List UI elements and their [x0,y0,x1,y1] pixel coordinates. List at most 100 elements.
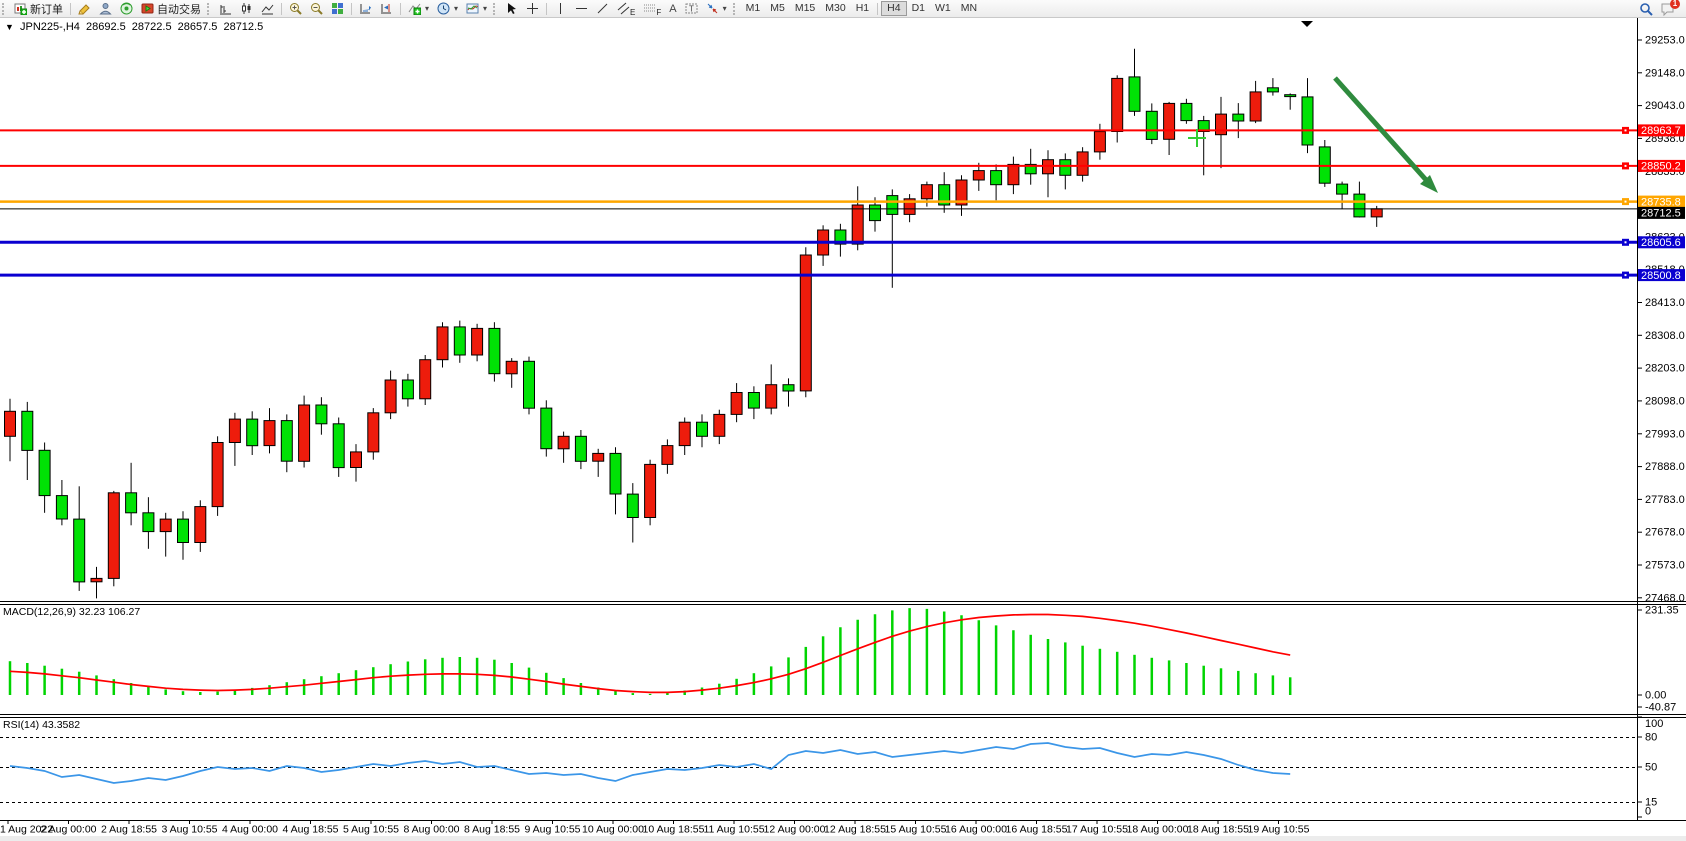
timeframe-h1[interactable]: H1 [855,2,870,14]
candle[interactable] [488,327,501,375]
candle[interactable] [1128,76,1141,112]
candle[interactable] [90,577,103,583]
candle[interactable] [1111,77,1124,132]
candle[interactable] [592,452,605,462]
text-label-button[interactable]: T [681,1,702,17]
candle[interactable] [696,421,708,437]
chart-shift-button[interactable] [376,1,397,17]
collapse-arrow-icon[interactable]: ▼ [5,22,14,32]
candle[interactable] [1093,131,1106,153]
candle[interactable] [851,204,864,245]
candle[interactable] [1249,91,1262,122]
candle[interactable] [384,379,397,414]
candle[interactable] [972,170,985,181]
search-button[interactable] [1635,1,1656,17]
zoom-out-button[interactable] [306,1,327,17]
zoom-in-button[interactable] [285,1,306,17]
candle[interactable] [1024,163,1037,175]
candle[interactable] [73,518,86,583]
candle[interactable] [955,179,968,206]
candle[interactable] [401,379,414,400]
text-button[interactable]: A [665,1,680,17]
timeframe-w1[interactable]: W1 [935,2,951,14]
candle[interactable] [332,423,345,469]
indicators-button[interactable]: ▾ [404,1,433,17]
candle[interactable] [159,518,172,533]
candle[interactable] [298,404,311,462]
candle[interactable] [903,198,916,215]
candle[interactable] [228,418,241,444]
toolbar-grip[interactable] [2,2,8,15]
candle[interactable] [1076,151,1089,176]
candle[interactable] [730,392,743,415]
toolbar-grip[interactable] [732,2,739,15]
vertical-line-button[interactable] [550,1,571,17]
candle[interactable] [1370,208,1383,218]
candle[interactable] [350,451,362,468]
candle[interactable] [471,327,484,356]
chart-shift-marker[interactable] [1301,21,1313,27]
candle[interactable] [367,412,380,453]
candle[interactable] [211,442,224,508]
autotrading-button[interactable]: 自动交易 [137,1,205,17]
candle[interactable] [4,410,16,437]
candle[interactable] [21,410,34,451]
candle[interactable] [1301,96,1314,146]
candle[interactable] [644,463,657,518]
candle[interactable] [938,184,951,206]
new-order-button[interactable]: 新订单 [10,1,67,17]
toolbar-grip[interactable] [207,2,213,15]
timeframe-m30[interactable]: M30 [825,2,846,14]
tile-windows-button[interactable] [327,1,348,17]
candle[interactable] [246,418,259,447]
candle[interactable] [1215,113,1227,136]
candle[interactable] [626,493,639,519]
line-chart-button[interactable] [257,1,278,17]
candle[interactable] [1336,183,1349,195]
candle[interactable] [1059,159,1072,176]
candle[interactable] [886,195,899,215]
equidistant-channel-button[interactable]: E [613,1,639,17]
candle[interactable] [1353,193,1366,218]
candle[interactable] [523,360,535,409]
periods-button[interactable]: ▾ [433,1,462,17]
candle[interactable] [869,204,881,222]
candle[interactable] [1266,87,1279,93]
candle[interactable] [713,413,726,437]
plus-marker[interactable] [1188,129,1206,147]
candle[interactable] [609,452,622,495]
candle[interactable] [177,518,189,543]
candle[interactable] [1180,102,1193,122]
candle[interactable] [436,326,449,361]
trendline-button[interactable] [592,1,613,17]
candle[interactable] [765,384,778,409]
fibonacci-button[interactable]: F [639,1,665,17]
candle[interactable] [38,449,51,497]
candle[interactable] [557,435,570,450]
templates-button[interactable]: ▾ [462,1,491,17]
candle[interactable] [990,170,1003,186]
arrows-button[interactable]: ▾ [702,1,731,17]
candle[interactable] [263,420,276,447]
candle[interactable] [142,512,155,533]
candle[interactable] [1163,102,1176,140]
candle[interactable] [1232,113,1245,122]
horizontal-line-button[interactable] [571,1,592,17]
candle[interactable] [574,435,587,462]
timeframe-d1[interactable]: D1 [911,2,926,14]
candle[interactable] [1007,163,1020,186]
candle[interactable] [194,506,207,544]
candle[interactable] [1197,120,1210,132]
trend-arrow-head[interactable] [1420,175,1438,193]
candle[interactable] [315,404,328,425]
auto-scroll-button[interactable] [355,1,376,17]
candle[interactable] [782,384,795,392]
candle[interactable] [505,360,518,375]
signals-button[interactable] [116,1,137,17]
timeframe-mn[interactable]: MN [960,2,978,14]
bar-chart-button[interactable] [215,1,236,17]
candle[interactable] [1284,94,1297,98]
candle[interactable] [419,359,432,400]
candle[interactable] [125,492,138,514]
